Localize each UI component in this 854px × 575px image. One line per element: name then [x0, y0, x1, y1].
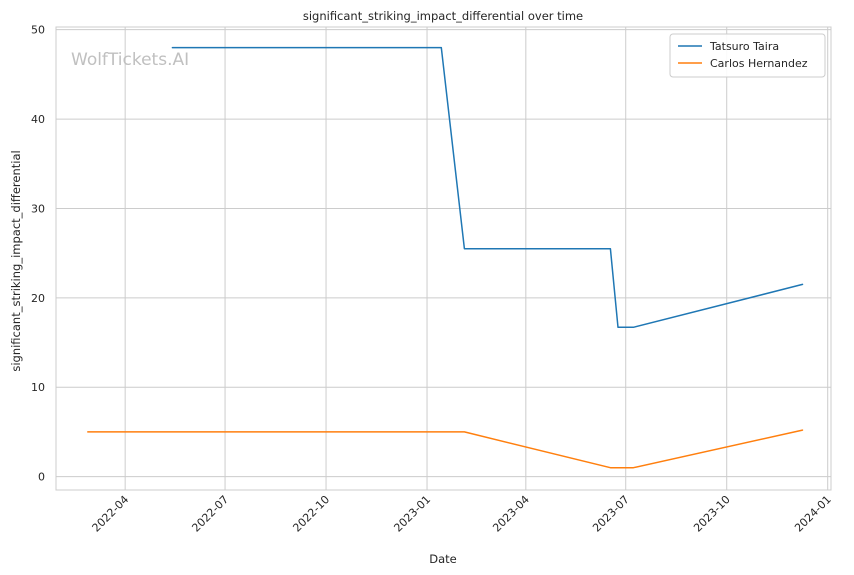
x-axis-ticks: 2022-04 2022-07 2022-10 2023-01 2023-04 2023-…	[90, 493, 834, 535]
y-tick-label: 20	[31, 292, 45, 305]
x-tick-label: 2023-07	[590, 493, 632, 535]
y-tick-label: 50	[31, 24, 45, 37]
y-tick-label: 30	[31, 202, 45, 215]
y-tick-label: 40	[31, 113, 45, 126]
y-tick-label: 0	[38, 471, 45, 484]
x-tick-label: 2024-01	[792, 493, 834, 535]
watermark: WolfTickets.AI	[71, 50, 189, 70]
series-lines	[87, 46, 804, 469]
y-axis-ticks: 0 10 20 30 40 50	[31, 24, 45, 484]
grid-lines	[56, 27, 831, 490]
legend: Tatsuro Taira Carlos Hernandez	[669, 33, 826, 78]
x-tick-label: 2022-04	[90, 493, 132, 535]
plot-area: WolfTickets.AI	[55, 26, 832, 491]
x-axis-label: Date	[429, 552, 457, 566]
series-line-1	[171, 46, 804, 329]
y-axis-label: significant_striking_impact_differential	[9, 150, 23, 371]
legend-label: Tatsuro Taira	[709, 40, 779, 53]
legend-box	[669, 33, 826, 78]
x-tick-label: 2023-01	[391, 493, 433, 535]
chart-title: significant_striking_impact_differential…	[303, 9, 583, 23]
x-tick-label: 2022-10	[290, 493, 332, 535]
x-tick-label: 2022-07	[189, 493, 231, 535]
legend-label: Carlos Hernandez	[710, 57, 808, 70]
y-tick-label: 10	[31, 381, 45, 394]
x-tick-label: 2023-04	[490, 493, 532, 535]
series-line-2	[87, 429, 804, 469]
plot-frame	[55, 26, 832, 491]
x-tick-label: 2023-10	[691, 493, 733, 535]
